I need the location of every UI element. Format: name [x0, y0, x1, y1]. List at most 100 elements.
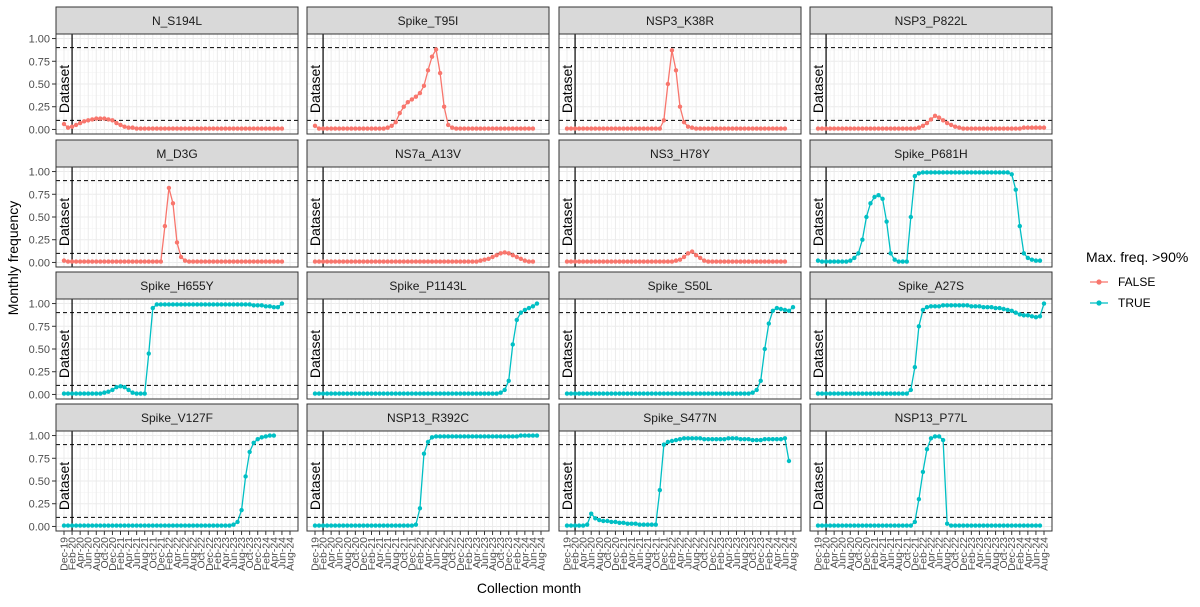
data-point	[961, 303, 966, 308]
data-point	[81, 259, 87, 264]
x-tick-label: Aug-20	[342, 537, 354, 571]
y-tick-label: 0.75	[29, 189, 50, 201]
data-point	[835, 126, 841, 131]
x-tick-label: Feb-20	[318, 537, 330, 570]
data-point	[235, 126, 240, 131]
data-point	[215, 126, 220, 131]
data-point	[324, 259, 330, 264]
x-tick-label: Apr-21	[123, 537, 135, 569]
data-point	[482, 126, 487, 131]
data-point	[138, 523, 143, 528]
x-tick-label: Dec-19	[813, 537, 825, 571]
x-tick-label: Jun-22	[431, 537, 443, 569]
data-point	[373, 259, 378, 264]
data-point	[888, 251, 893, 256]
data-point	[126, 125, 131, 130]
data-point	[470, 391, 475, 396]
data-point	[989, 523, 994, 528]
data-point	[661, 391, 667, 396]
data-point	[823, 391, 829, 396]
data-point	[637, 259, 642, 264]
data-point	[450, 125, 455, 130]
data-point	[677, 391, 683, 396]
x-tick-label: Apr-23	[723, 537, 735, 569]
data-point	[981, 170, 986, 175]
facet-strip	[809, 139, 1053, 168]
data-point	[953, 124, 958, 129]
data-point	[259, 259, 264, 264]
facet-strip	[55, 139, 299, 168]
x-tick-label: Feb-22	[666, 537, 678, 570]
data-point	[912, 126, 918, 131]
legend-title: Max. freq. >90%	[1086, 249, 1188, 265]
x-tick-label: Jun-24	[276, 537, 288, 569]
data-point	[211, 126, 216, 131]
data-point	[522, 433, 528, 438]
data-point	[122, 124, 127, 129]
data-point	[279, 301, 285, 306]
data-point	[965, 170, 970, 175]
data-point	[365, 126, 370, 131]
data-point	[98, 259, 103, 264]
data-point	[166, 302, 172, 307]
data-point	[932, 304, 938, 309]
data-point	[211, 259, 216, 264]
dataset-label: Dataset	[307, 462, 323, 510]
data-point	[977, 523, 982, 528]
x-tick-label: Oct-20	[350, 537, 362, 569]
data-point	[564, 523, 570, 528]
x-tick-label: Dec-22	[455, 537, 467, 571]
data-point	[494, 391, 499, 396]
data-point	[888, 523, 893, 528]
data-point	[397, 391, 402, 396]
data-point	[730, 259, 735, 264]
data-point	[162, 523, 168, 528]
data-point	[182, 126, 188, 131]
data-point	[848, 258, 853, 263]
data-point	[693, 252, 699, 258]
data-point	[1017, 223, 1022, 229]
data-point	[1013, 523, 1018, 528]
facet-panel: Spike_V127F Dataset 0.00 0.25 0.50 0.75 1.00 De…	[29, 403, 299, 571]
data-point	[872, 194, 877, 200]
plot-area: Dataset	[809, 33, 1053, 135]
data-point	[401, 259, 406, 264]
data-point	[526, 305, 532, 311]
data-point	[393, 523, 398, 528]
x-tick-label: Apr-24	[268, 537, 280, 569]
x-tick-label: Aug-24	[1039, 537, 1051, 571]
data-point	[425, 259, 431, 264]
data-point	[977, 304, 982, 309]
facet-strip	[558, 6, 802, 35]
data-point	[673, 391, 679, 396]
data-point	[969, 170, 974, 175]
data-point	[993, 126, 998, 131]
x-tick-label: Aug-23	[990, 537, 1002, 571]
data-point	[223, 523, 228, 528]
data-point	[478, 126, 483, 131]
data-point	[324, 523, 330, 528]
x-tick-label: Apr-20	[75, 537, 87, 569]
data-point	[908, 387, 914, 393]
data-point	[710, 126, 715, 131]
data-point	[81, 523, 87, 528]
facet-panel: NS3_H78Y Dataset	[558, 139, 802, 268]
data-point	[629, 126, 634, 131]
data-point	[831, 523, 837, 528]
data-point	[848, 391, 853, 396]
data-point	[625, 259, 630, 264]
data-point	[876, 126, 881, 131]
data-point	[138, 391, 143, 396]
data-point	[106, 259, 111, 264]
data-point	[653, 126, 658, 131]
data-point	[969, 304, 974, 309]
x-tick-label: Aug-21	[642, 537, 654, 571]
data-point	[126, 259, 131, 264]
data-point	[312, 391, 318, 396]
plot-area: Dataset	[809, 166, 1053, 268]
data-point	[944, 120, 950, 126]
data-point	[649, 259, 654, 264]
data-point	[928, 117, 934, 122]
data-point	[154, 126, 160, 131]
data-point	[932, 170, 938, 175]
